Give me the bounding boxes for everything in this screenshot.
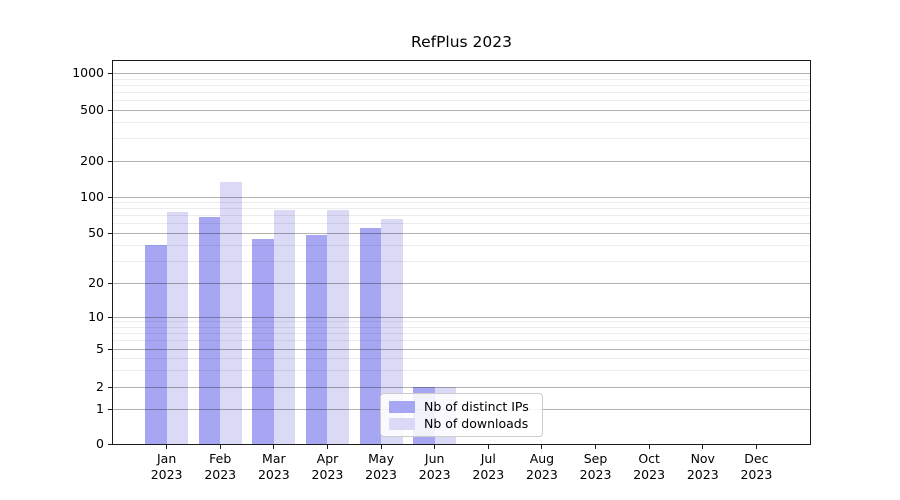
x-tick-label-jan-2023: Jan 2023 bbox=[150, 451, 183, 482]
bar-nb-of-distinct-ips-may-2023 bbox=[359, 227, 382, 444]
gridline-minor-800 bbox=[113, 85, 810, 87]
y-tick-mark-1000 bbox=[108, 73, 113, 75]
x-tick-mark-may-2023 bbox=[380, 444, 382, 449]
x-tick-label-dec-2023: Dec 2023 bbox=[740, 451, 773, 482]
gridline-minor-90 bbox=[113, 202, 810, 204]
y-tick-mark-1 bbox=[108, 408, 113, 410]
gridline-minor-8 bbox=[113, 326, 810, 328]
gridline-major-50 bbox=[113, 232, 810, 234]
y-tick-label-20: 20 bbox=[88, 275, 104, 291]
x-tick-label-jul-2023: Jul 2023 bbox=[472, 451, 505, 482]
x-tick-mark-mar-2023 bbox=[273, 444, 275, 449]
gridline-major-200 bbox=[113, 161, 810, 162]
bar-nb-of-downloads-may-2023 bbox=[381, 219, 403, 444]
x-tick-label-apr-2023: Apr 2023 bbox=[311, 451, 344, 482]
y-tick-mark-50 bbox=[108, 232, 113, 234]
bar-nb-of-distinct-ips-apr-2023 bbox=[305, 234, 328, 444]
gridline-minor-6 bbox=[113, 340, 810, 342]
x-tick-mark-jul-2023 bbox=[487, 444, 489, 449]
y-tick-label-50: 50 bbox=[88, 224, 104, 240]
x-tick-mark-feb-2023 bbox=[219, 444, 221, 449]
bar-nb-of-distinct-ips-jan-2023 bbox=[145, 245, 167, 444]
gridline-minor-30 bbox=[113, 260, 810, 262]
gridline-minor-3 bbox=[113, 369, 810, 371]
y-tick-label-100: 100 bbox=[80, 188, 104, 204]
y-tick-label-200: 200 bbox=[80, 153, 104, 168]
y-tick-mark-0 bbox=[108, 443, 113, 445]
gridline-minor-40 bbox=[113, 245, 810, 247]
gridline-major-1000 bbox=[113, 73, 810, 75]
x-tick-mark-apr-2023 bbox=[326, 444, 328, 449]
gridline-major-100 bbox=[113, 196, 810, 198]
legend-swatch-downloads bbox=[389, 417, 415, 430]
y-tick-mark-5 bbox=[108, 349, 113, 350]
gridline-major-500 bbox=[113, 110, 810, 111]
bar-nb-of-distinct-ips-feb-2023 bbox=[198, 216, 221, 444]
bar-nb-of-downloads-mar-2023 bbox=[273, 209, 296, 444]
gridline-minor-70 bbox=[113, 215, 810, 217]
x-tick-mark-sep-2023 bbox=[595, 444, 597, 449]
bar-nb-of-downloads-apr-2023 bbox=[327, 210, 349, 444]
bar-nb-of-downloads-jan-2023 bbox=[166, 211, 189, 444]
x-tick-label-mar-2023: Mar 2023 bbox=[257, 451, 290, 482]
gridline-major-20 bbox=[113, 283, 810, 285]
x-tick-label-sep-2023: Sep 2023 bbox=[579, 451, 612, 482]
y-tick-label-1: 1 bbox=[96, 400, 104, 416]
bar-nb-of-distinct-ips-mar-2023 bbox=[252, 238, 274, 444]
legend-item-distinct-ips: Nb of distinct IPs bbox=[389, 399, 534, 414]
y-tick-label-10: 10 bbox=[88, 308, 104, 324]
gridline-major-5 bbox=[113, 349, 810, 350]
y-tick-mark-20 bbox=[108, 283, 113, 285]
gridline-minor-700 bbox=[113, 92, 810, 94]
gridline-minor-60 bbox=[113, 223, 810, 225]
gridline-minor-900 bbox=[113, 78, 810, 80]
y-tick-label-2: 2 bbox=[96, 378, 104, 394]
y-tick-label-5: 5 bbox=[96, 341, 104, 356]
chart-title: RefPlus 2023 bbox=[411, 33, 512, 51]
x-tick-label-aug-2023: Aug 2023 bbox=[526, 451, 558, 482]
y-tick-label-0: 0 bbox=[96, 435, 104, 451]
gridline-minor-7 bbox=[113, 333, 810, 335]
x-tick-label-oct-2023: Oct 2023 bbox=[633, 451, 666, 482]
x-tick-label-nov-2023: Nov 2023 bbox=[686, 451, 719, 482]
x-tick-mark-jun-2023 bbox=[434, 444, 436, 449]
legend-item-downloads: Nb of downloads bbox=[389, 416, 534, 431]
gridline-minor-300 bbox=[113, 138, 810, 140]
gridline-minor-400 bbox=[113, 122, 810, 124]
gridline-minor-600 bbox=[113, 100, 810, 102]
gridline-minor-9 bbox=[113, 321, 810, 323]
y-tick-mark-10 bbox=[108, 316, 113, 318]
gridline-major-2 bbox=[113, 386, 810, 388]
y-tick-mark-500 bbox=[108, 110, 113, 111]
bar-nb-of-downloads-feb-2023 bbox=[220, 181, 242, 444]
x-tick-mark-nov-2023 bbox=[702, 444, 704, 449]
legend-swatch-distinct-ips bbox=[389, 400, 415, 413]
y-tick-mark-2 bbox=[108, 386, 113, 388]
y-tick-label-500: 500 bbox=[80, 102, 104, 117]
y-tick-label-1000: 1000 bbox=[72, 65, 104, 81]
legend-label-downloads: Nb of downloads bbox=[424, 416, 529, 431]
gridline-minor-80 bbox=[113, 208, 810, 210]
plot-area bbox=[112, 60, 811, 445]
gridline-major-10 bbox=[113, 316, 810, 318]
legend: Nb of distinct IPs Nb of downloads bbox=[380, 393, 543, 437]
x-tick-mark-aug-2023 bbox=[541, 444, 543, 449]
x-tick-mark-dec-2023 bbox=[755, 444, 757, 449]
x-tick-label-feb-2023: Feb 2023 bbox=[204, 451, 237, 482]
x-tick-mark-oct-2023 bbox=[648, 444, 650, 449]
x-tick-mark-jan-2023 bbox=[166, 444, 168, 449]
x-tick-label-may-2023: May 2023 bbox=[365, 451, 397, 482]
y-tick-mark-100 bbox=[108, 196, 113, 198]
legend-label-distinct-ips: Nb of distinct IPs bbox=[424, 399, 529, 414]
x-tick-label-jun-2023: Jun 2023 bbox=[418, 451, 451, 482]
y-tick-mark-200 bbox=[108, 161, 113, 162]
gridline-minor-4 bbox=[113, 358, 810, 360]
